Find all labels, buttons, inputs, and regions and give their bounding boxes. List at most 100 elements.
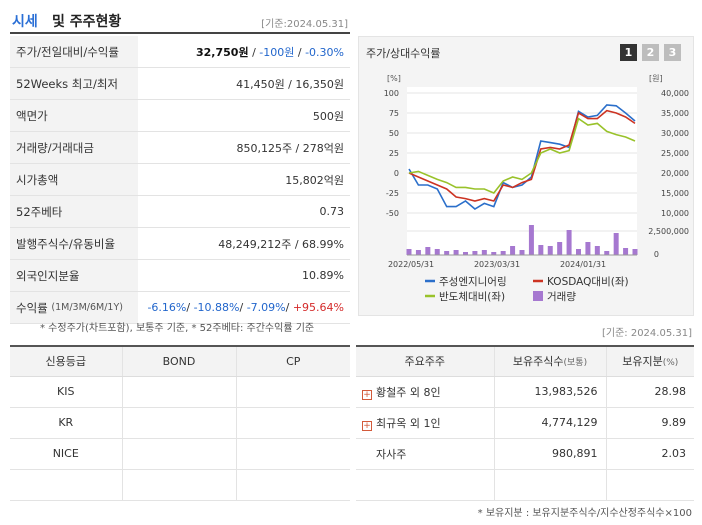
volume-bar — [547, 246, 553, 255]
legend-swatch — [533, 291, 543, 301]
row-value: 32,750원 / -100원 / -0.30% — [196, 45, 344, 59]
agency-name: NICE — [10, 438, 122, 470]
y-right-tick-label: 35,000 — [661, 109, 689, 118]
volume-tick-label: 2,500,000 — [648, 227, 689, 236]
chart-title: 주가/상대수익률 — [366, 47, 441, 60]
chart-button-2[interactable]: 2 — [642, 44, 659, 61]
column-header: 주요주주 — [356, 345, 494, 377]
chart-button-1[interactable]: 1 — [620, 44, 637, 61]
row-value: 48,249,212주 / 68.99% — [218, 237, 344, 251]
ownership-pct: 28.98 — [605, 376, 694, 408]
y-left-tick-label: 25 — [389, 149, 399, 158]
price-change-rate: -0.30% — [305, 45, 344, 59]
y-left-unit: [%] — [387, 74, 401, 83]
y-left-tick-label: -50 — [386, 209, 399, 218]
volume-bar — [528, 225, 534, 255]
table-row: 수익률 (1M/3M/6M/1Y) -6.16%/ -10.88%/ -7.09… — [10, 292, 350, 324]
semiconductor-relative-line — [408, 117, 636, 194]
table-row: + 최규옥 외 1인 4,774,129 9.89 — [356, 407, 694, 439]
row-label: 거래량/거래대금 — [10, 132, 138, 163]
ownership-pct: 9.89 — [605, 407, 694, 439]
x-tick-label: 2022/05/31 — [388, 260, 434, 269]
table-row: 발행주식수/유동비율 48,249,212주 / 68.99% — [10, 228, 350, 260]
shareholder-name: + 최규옥 외 1인 — [356, 407, 494, 439]
stock-price-line — [408, 104, 636, 210]
legend-label: KOSDAQ대비(좌) — [547, 276, 629, 288]
shares-held: 4,774,129 — [493, 407, 606, 439]
credit-rating-table: 신용등급 BOND CP KIS KR NICE — [10, 345, 350, 501]
volume-bar — [538, 245, 544, 255]
row-value: -6.16%/ -10.88%/ -7.09%/ +95.64% — [147, 301, 344, 314]
table-row: 52주베타 0.73 — [10, 196, 350, 228]
row-value: 850,125주 / 278억원 — [236, 141, 344, 155]
column-header-main: 보유지분 — [622, 355, 663, 369]
y-left-tick-label: 100 — [384, 89, 399, 98]
table-row: KR — [10, 407, 350, 439]
volume-bar — [453, 250, 459, 255]
row-value: 41,450원 / 16,350원 — [236, 77, 344, 91]
volume-bar — [519, 250, 525, 255]
return-3m: -10.88% — [193, 301, 240, 314]
y-right-tick-label: 25,000 — [661, 149, 689, 158]
shareholder-name-text: 황철주 외 8인 — [376, 385, 441, 399]
row-label: 수익률 (1M/3M/6M/1Y) — [10, 292, 138, 323]
volume-bar — [623, 248, 629, 255]
table-row: 자사주 980,891 2.03 — [356, 438, 694, 470]
y-right-unit: [원] — [649, 74, 663, 83]
volume-bar — [594, 246, 600, 255]
section-header: 시세 및 주주현황 [기준:2024.05.31] — [10, 8, 350, 34]
column-header: CP — [235, 345, 350, 377]
table-row: 거래량/거래대금 850,125주 / 278억원 — [10, 132, 350, 164]
quote-table: 주가/전일대비/수익률 32,750원 / -100원 / -0.30% 52W… — [10, 36, 350, 324]
row-label: 시가총액 — [10, 164, 138, 195]
table-header-row: 주요주주 보유주식수(보통) 보유지분(%) — [356, 345, 694, 377]
volume-bar — [463, 252, 468, 255]
column-header: 보유주식수(보통) — [493, 345, 606, 377]
row-value: 0.73 — [319, 205, 345, 218]
volume-bar — [434, 249, 440, 255]
expand-plus-icon[interactable]: + — [362, 420, 372, 431]
row-label: 주가/전일대비/수익률 — [10, 36, 138, 67]
volume-bar — [566, 230, 572, 255]
y-right-tick-label: 10,000 — [661, 209, 689, 218]
y-right-tick-label: 40,000 — [661, 89, 689, 98]
price-change: -100원 — [259, 45, 295, 59]
volume-bar — [415, 250, 421, 255]
column-header-sub: (%) — [662, 358, 679, 369]
volume-bar — [613, 233, 619, 255]
volume-bar — [481, 250, 487, 255]
agency-name: KIS — [10, 376, 122, 408]
table-header-row: 신용등급 BOND CP — [10, 345, 350, 377]
volume-bar — [576, 249, 581, 255]
agency-name — [10, 469, 122, 501]
row-label: 52주베타 — [10, 196, 138, 227]
column-header-main: 보유주식수 — [512, 355, 564, 369]
price-chart: [%] [원] 100 75 50 25 0 -25 -50 40,000 35,000 30,000… — [384, 74, 689, 303]
base-date: [기준:2024.05.31] — [261, 19, 348, 30]
table-row: KIS — [10, 376, 350, 408]
volume-bar — [500, 251, 506, 255]
column-header: 신용등급 — [10, 345, 122, 377]
y-right-tick-label: 15,000 — [661, 189, 689, 198]
expand-plus-icon[interactable]: + — [362, 389, 372, 400]
table-row: 액면가 500원 — [10, 100, 350, 132]
chart-button-3[interactable]: 3 — [664, 44, 681, 61]
plot-area — [407, 87, 637, 255]
volume-bar — [585, 242, 591, 255]
current-price: 32,750원 — [196, 45, 249, 59]
bond-rating — [121, 407, 236, 439]
cp-rating — [235, 469, 350, 501]
shares-held: 980,891 — [493, 438, 606, 470]
volume-bar — [510, 246, 516, 255]
section-title-rest: 및 주주현황 — [52, 14, 122, 30]
row-label: 외국인지분율 — [10, 260, 138, 291]
row-label: 52Weeks 최고/최저 — [10, 68, 138, 99]
row-value: 500원 — [312, 109, 344, 123]
row-label: 액면가 — [10, 100, 138, 131]
section-title-main: 시세 — [12, 14, 38, 30]
base-date-2: [기준: 2024.05.31] — [601, 328, 692, 339]
cp-rating — [235, 407, 350, 439]
return-1m: -6.16% — [147, 301, 187, 314]
cp-rating — [235, 438, 350, 470]
shareholder-name — [356, 469, 494, 501]
